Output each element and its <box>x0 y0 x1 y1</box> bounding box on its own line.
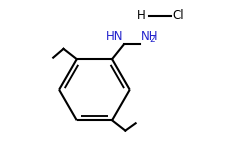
Text: 2: 2 <box>149 35 155 44</box>
Text: Cl: Cl <box>172 9 184 22</box>
Text: HN: HN <box>106 30 123 43</box>
Text: H: H <box>137 9 146 22</box>
Text: NH: NH <box>141 30 158 43</box>
